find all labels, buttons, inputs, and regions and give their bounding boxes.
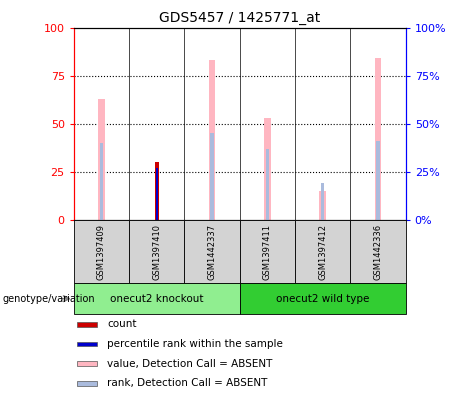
Bar	[319, 191, 326, 220]
Bar	[100, 143, 103, 220]
Bar	[376, 141, 380, 220]
Bar	[156, 168, 158, 220]
Bar	[266, 149, 269, 220]
Text: GSM1397412: GSM1397412	[318, 224, 327, 279]
Bar	[350, 220, 406, 283]
Bar	[98, 99, 105, 220]
Bar	[209, 60, 215, 220]
Text: GSM1442337: GSM1442337	[207, 224, 217, 279]
Text: onecut2 wild type: onecut2 wild type	[276, 294, 369, 304]
Text: percentile rank within the sample: percentile rank within the sample	[107, 339, 283, 349]
Bar	[264, 118, 271, 220]
Bar	[240, 283, 406, 314]
Bar	[375, 58, 381, 220]
Bar	[129, 220, 184, 283]
Title: GDS5457 / 1425771_at: GDS5457 / 1425771_at	[159, 11, 320, 25]
Text: onecut2 knockout: onecut2 knockout	[110, 294, 203, 304]
Bar	[321, 184, 325, 220]
Text: value, Detection Call = ABSENT: value, Detection Call = ABSENT	[107, 358, 272, 369]
Bar	[74, 283, 240, 314]
Bar	[74, 220, 129, 283]
Bar	[77, 342, 97, 346]
Text: GSM1397411: GSM1397411	[263, 224, 272, 279]
Text: rank, Detection Call = ABSENT: rank, Detection Call = ABSENT	[107, 378, 267, 388]
Bar	[210, 133, 214, 220]
Bar	[295, 220, 350, 283]
Text: GSM1397409: GSM1397409	[97, 224, 106, 279]
Bar	[240, 220, 295, 283]
Bar	[77, 381, 97, 386]
Text: count: count	[107, 319, 136, 329]
Text: GSM1397410: GSM1397410	[152, 224, 161, 279]
Bar	[154, 162, 159, 220]
Text: genotype/variation: genotype/variation	[2, 294, 95, 304]
Bar	[77, 322, 97, 327]
Bar	[184, 220, 240, 283]
Bar	[77, 361, 97, 366]
Text: GSM1442336: GSM1442336	[373, 224, 383, 279]
